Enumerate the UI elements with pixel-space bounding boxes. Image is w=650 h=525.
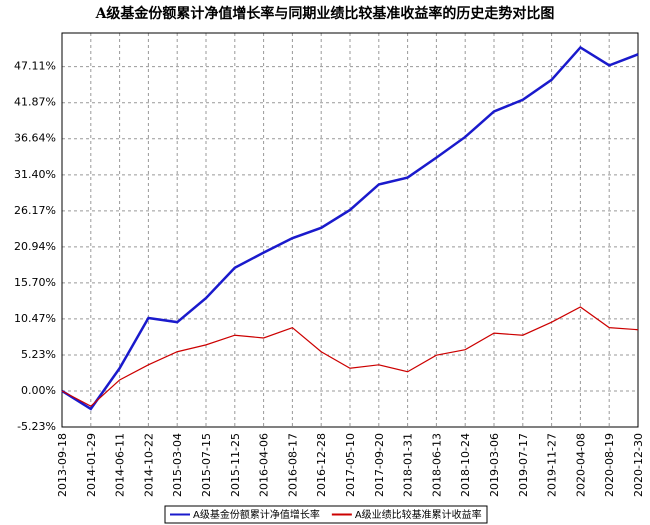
- y-tick-label: -5.23%: [17, 420, 56, 433]
- x-tick-label: 2013-09-18: [56, 433, 69, 497]
- legend-box: [164, 505, 488, 524]
- x-tick-label: 2016-12-28: [315, 433, 328, 497]
- y-tick-label: 5.23%: [21, 348, 56, 361]
- y-tick-label: 36.64%: [14, 132, 56, 145]
- x-tick-label: 2020-04-08: [574, 433, 587, 497]
- x-tick-label: 2016-08-17: [286, 433, 299, 497]
- x-tick-label: 2017-05-10: [344, 433, 357, 497]
- series-line: [61, 306, 639, 407]
- x-tick-label: 2019-11-27: [546, 433, 559, 497]
- legend-label: A级基金份额累计净值增长率: [193, 508, 320, 521]
- y-tick-label: 31.40%: [14, 168, 56, 181]
- x-tick-label: 2017-09-20: [373, 433, 386, 497]
- x-tick-label: 2020-12-30: [632, 433, 645, 497]
- x-tick-label: 2015-11-25: [229, 433, 242, 497]
- x-tick-label: 2014-01-29: [85, 433, 98, 497]
- x-tick-label: 2020-08-19: [603, 433, 616, 497]
- y-tick-label: 0.00%: [21, 384, 56, 397]
- legend-label: A级业绩比较基准累计收益率: [355, 508, 482, 521]
- x-tick-label: 2015-03-04: [171, 433, 184, 497]
- plot-frame: [61, 32, 639, 428]
- chart-title: A级基金份额累计净值增长率与同期业绩比较基准收益率的历史走势对比图: [95, 5, 555, 22]
- y-tick-label: 26.17%: [14, 204, 56, 217]
- x-tick-label: 2018-01-31: [402, 433, 415, 497]
- x-tick-label: 2018-06-13: [430, 433, 443, 497]
- x-tick-label: 2014-06-11: [114, 433, 127, 497]
- x-tick-label: 2018-10-24: [459, 433, 472, 497]
- y-tick-label: 20.94%: [14, 240, 56, 253]
- y-tick-label: 10.47%: [14, 312, 56, 325]
- x-tick-label: 2015-07-15: [200, 433, 213, 497]
- y-tick-label: 47.11%: [14, 60, 56, 73]
- x-tick-label: 2019-07-17: [517, 433, 530, 497]
- x-tick-label: 2019-03-06: [488, 433, 501, 497]
- y-tick-label: 41.87%: [14, 96, 56, 109]
- x-tick-label: 2014-10-22: [142, 433, 155, 497]
- y-tick-label: 15.70%: [14, 276, 56, 289]
- x-tick-label: 2016-04-06: [258, 433, 271, 497]
- series-line: [61, 45, 639, 411]
